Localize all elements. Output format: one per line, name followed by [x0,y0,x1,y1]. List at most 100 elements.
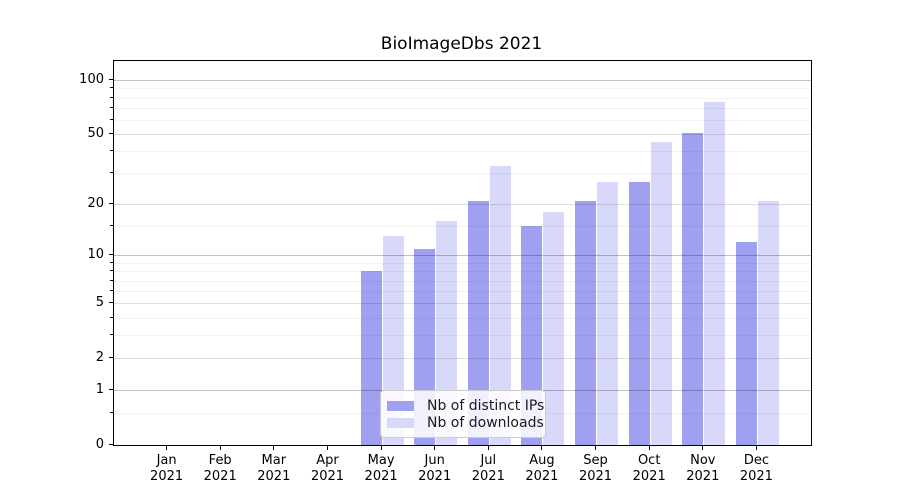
x-tick-month: Jul [480,453,497,468]
x-tick-year: 2021 [418,469,452,484]
y-tick [109,254,113,256]
gridline-minor [114,280,811,282]
x-tick-year: 2021 [150,469,184,484]
x-tick [273,446,275,450]
x-tick-label: Jun 2021 [403,453,467,485]
x-tick-label: Jul 2021 [456,453,520,485]
x-tick-month: Nov [690,453,716,468]
bar-distinct-ips [682,132,704,445]
x-tick-year: 2021 [310,469,345,484]
y-tick-label: 20 [87,195,104,211]
x-tick-label: Jan 2021 [135,453,199,485]
x-tick-month: Jan [156,453,177,468]
x-tick-year: 2021 [364,469,398,484]
y-tick [109,133,113,135]
x-tick [166,446,168,450]
gridline-minor [114,317,811,319]
legend-item-downloads: Nb of downloads [387,414,544,431]
bar-downloads [650,142,672,445]
legend-label-distinct-ips: Nb of distinct IPs [427,397,545,414]
x-tick-year: 2021 [632,469,666,484]
chart-title: BioImageDbs 2021 [380,34,543,54]
y-minor-tick [110,106,113,108]
x-tick-month: May [367,453,395,468]
x-tick [702,446,704,450]
y-minor-tick [110,334,113,336]
gridline-minor [114,225,811,227]
y-minor-tick [110,270,113,272]
y-tick-label: 10 [87,246,104,262]
x-tick-label: Feb 2021 [188,453,252,485]
x-tick-label: Sep 2021 [564,453,628,485]
y-tick [109,389,113,391]
y-tick-label: 50 [87,125,104,141]
y-minor-tick [110,279,113,281]
x-tick-label: Mar 2021 [242,453,306,485]
y-minor-tick [110,150,113,152]
gridline-20 [114,204,811,206]
bar-downloads [597,181,618,445]
gridline-5 [114,303,811,305]
gridline-2 [114,358,811,360]
bar-downloads [704,101,726,445]
gridline-10 [114,255,811,257]
x-tick-month: Mar [261,453,287,468]
gridline-minor [114,291,811,293]
x-tick-label: Dec 2021 [724,453,788,485]
gridline-minor [114,88,811,90]
x-tick-year: 2021 [471,469,505,484]
gridline-minor [114,262,811,264]
bar-distinct-ips [360,271,382,445]
y-tick-label: 1 [95,381,104,397]
x-tick [487,446,489,450]
x-tick-month: Dec [743,453,769,468]
legend-swatch-downloads [387,417,414,428]
x-tick-year: 2021 [739,469,773,484]
y-minor-tick [110,172,113,174]
y-minor-tick [110,87,113,89]
x-tick-year: 2021 [578,469,613,484]
gridlines-layer [114,61,811,445]
y-tick [109,302,113,304]
x-tick [434,446,436,450]
x-tick-month: Feb [208,453,232,468]
bar-downloads [543,212,565,445]
y-minor-tick [110,290,113,292]
gridline-minor [114,173,811,175]
gridline-minor [114,97,811,99]
gridline-minor [114,151,811,153]
x-tick-label: Apr 2021 [296,453,360,485]
x-tick-month: Apr [316,453,339,468]
x-tick-label: Aug 2021 [510,453,574,485]
gridline-100 [114,80,811,81]
gridline-minor [114,107,811,109]
legend-label-downloads: Nb of downloads [427,414,544,431]
bars-layer [114,61,811,445]
y-minor-tick [110,411,113,413]
gridline-minor [114,271,811,273]
bar-distinct-ips [575,200,596,445]
x-tick-year: 2021 [257,469,291,484]
x-tick-year: 2021 [686,469,720,484]
x-tick [541,446,543,450]
y-minor-tick [110,96,113,98]
x-tick-label: Nov 2021 [671,453,735,485]
x-tick-year: 2021 [203,469,237,484]
bar-distinct-ips [628,181,650,445]
y-tick [109,79,113,80]
y-tick-label: 0 [95,436,104,452]
y-tick-label: 100 [79,71,104,87]
x-tick-month: Oct [637,453,661,468]
plot-area: Nb of distinct IPs Nb of downloads [113,60,812,446]
x-tick [219,446,221,450]
legend-item-distinct-ips: Nb of distinct IPs [387,397,544,414]
gridline-minor [114,335,811,337]
x-tick [648,446,650,450]
x-tick-label: May 2021 [349,453,413,485]
legend-swatch-distinct-ips [387,400,414,411]
x-tick-month: Sep [583,453,608,468]
gridline-50 [114,134,811,136]
y-tick [109,203,113,205]
x-tick [755,446,757,450]
